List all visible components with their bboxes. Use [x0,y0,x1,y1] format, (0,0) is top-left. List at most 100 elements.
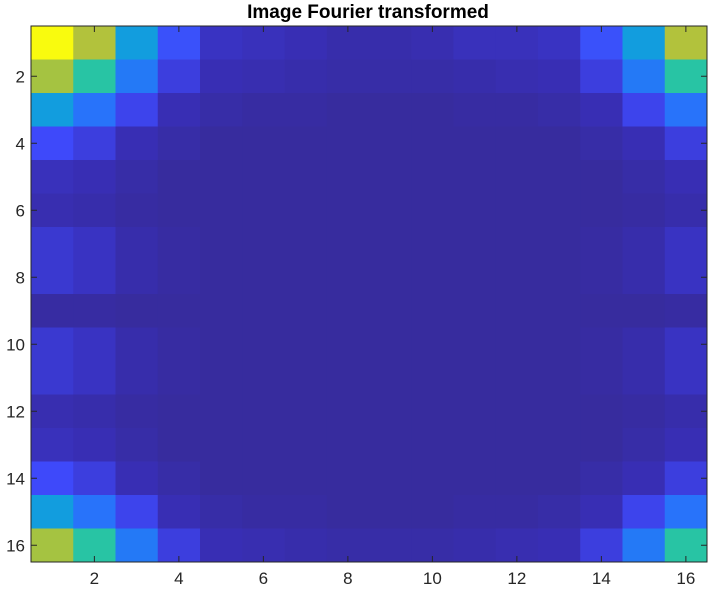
heatmap-cell [73,461,116,496]
heatmap-cell [664,495,708,529]
heatmap-cell [538,260,581,295]
heatmap-cell [326,227,370,261]
heatmap-cell [622,294,666,328]
heatmap-cell [242,193,285,228]
y-tick-label: 16 [6,536,25,555]
heatmap-cell [157,327,201,362]
heatmap-cell [157,126,201,161]
heatmap-cell [242,327,285,362]
heatmap-cell [580,160,623,194]
heatmap-cell [664,260,708,295]
heatmap-cell [157,193,201,228]
heatmap-cell [538,294,581,328]
heatmap-cell [580,260,623,295]
heatmap-cell [495,327,539,362]
heatmap-cell [242,394,285,429]
heatmap-cell [200,160,243,194]
heatmap-cell [284,394,328,429]
heatmap-cell [31,193,74,228]
heatmap-cell [664,227,708,261]
x-tick-label: 6 [259,569,268,588]
axes-box [30,25,708,563]
heatmap-cell [242,160,285,194]
heatmap-cell [538,495,581,529]
heatmap [31,26,708,563]
y-tick-label: 2 [16,67,25,86]
heatmap-cell [115,327,159,362]
heatmap-cell [538,59,581,94]
heatmap-cell [580,59,623,94]
heatmap-cell [115,193,159,228]
heatmap-cell [115,361,159,395]
heatmap-cell [369,160,412,194]
heatmap-cell [495,260,539,295]
heatmap-cell [200,227,243,261]
heatmap-cell [369,428,412,462]
heatmap-cell [31,160,74,194]
heatmap-cell [369,126,412,161]
heatmap-cell [157,361,201,395]
heatmap-cell [200,26,243,60]
x-tick-label: 10 [423,569,442,588]
heatmap-cell [31,461,74,496]
heatmap-cell [538,227,581,261]
heatmap-cell [664,461,708,496]
heatmap-cell [284,495,328,529]
heatmap-cell [31,528,74,563]
heatmap-cell [411,126,454,161]
heatmap-cell [453,327,497,362]
heatmap-cell [580,93,623,127]
heatmap-cell [242,495,285,529]
heatmap-cell [538,93,581,127]
heatmap-cell [453,193,497,228]
heatmap-cell [115,528,159,563]
heatmap-cell [284,160,328,194]
heatmap-cell [200,59,243,94]
heatmap-cell [157,394,201,429]
heatmap-cell [115,495,159,529]
heatmap-cell [242,461,285,496]
heatmap-cell [326,327,370,362]
heatmap-cell [411,160,454,194]
heatmap-cell [242,260,285,295]
heatmap-cell [538,461,581,496]
heatmap-cell [284,26,328,60]
heatmap-cell [157,160,201,194]
heatmap-cell [453,126,497,161]
heatmap-cell [284,126,328,161]
heatmap-cell [284,461,328,496]
heatmap-cell [73,160,116,194]
x-tick-label: 8 [343,569,352,588]
heatmap-cell [115,260,159,295]
heatmap-cell [157,428,201,462]
heatmap-cell [411,327,454,362]
heatmap-cell [115,59,159,94]
heatmap-cell [115,428,159,462]
heatmap-cell [284,528,328,563]
heatmap-cell [411,59,454,94]
heatmap-cell [115,227,159,261]
heatmap-cell [453,361,497,395]
heatmap-cell [73,495,116,529]
heatmap-cell [453,528,497,563]
heatmap-cell [538,160,581,194]
heatmap-cell [664,59,708,94]
x-tick-label: 2 [90,569,99,588]
heatmap-cell [31,428,74,462]
heatmap-cell [157,294,201,328]
heatmap-cell [31,294,74,328]
heatmap-cell [73,93,116,127]
heatmap-cell [453,394,497,429]
heatmap-cell [326,160,370,194]
heatmap-cell [326,193,370,228]
heatmap-cell [115,126,159,161]
heatmap-cell [369,361,412,395]
heatmap-cell [538,428,581,462]
heatmap-cell [580,361,623,395]
heatmap-cell [284,361,328,395]
y-tick-label: 14 [6,469,25,488]
x-tick-label: 16 [676,569,695,588]
heatmap-cell [284,93,328,127]
heatmap-cell [411,394,454,429]
